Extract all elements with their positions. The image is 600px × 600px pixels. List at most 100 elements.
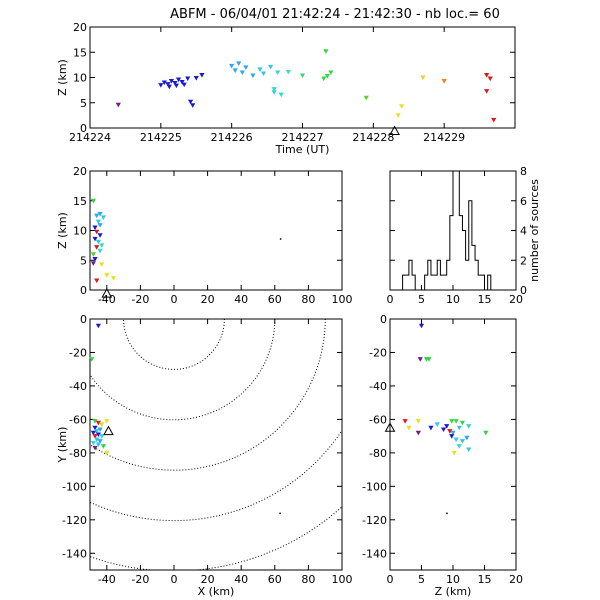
z_y-point: [434, 422, 440, 428]
x_z-xtick-label: 0: [171, 293, 178, 306]
x_y-xtick-label: 0: [171, 573, 178, 586]
time_z-point: [299, 73, 306, 79]
x_y-ytick-label: -40: [69, 380, 87, 393]
time_z-point: [271, 87, 277, 92]
x_y-point: [92, 419, 98, 424]
x_z-point: [99, 262, 105, 268]
z_y-point: [453, 419, 459, 424]
histogram-ytick-label: 8: [520, 165, 527, 178]
time_z-point: [275, 70, 281, 76]
x_y-point: [95, 432, 101, 438]
z_y-xtick-label: 20: [509, 573, 523, 586]
x_z-ytick-label: 20: [73, 165, 87, 178]
z_y-point: [418, 323, 425, 329]
x_y-ylabel: Y (km): [56, 427, 69, 464]
x_y-xtick-label: 80: [301, 573, 315, 586]
time_z-point: [395, 113, 401, 118]
histogram-xtick-label: 15: [478, 293, 492, 306]
x_z-point: [94, 278, 100, 284]
z_y-ytick-label: -40: [369, 380, 387, 393]
x_z-ytick-label: 10: [73, 225, 87, 238]
time_z-point: [260, 71, 267, 77]
time_z-point: [175, 77, 182, 83]
x_y-xlabel: X (km): [198, 585, 235, 598]
time_z-xtick-label: 214227: [282, 131, 324, 144]
time_z-point: [363, 95, 369, 101]
z_y-point: [440, 427, 447, 433]
x_z-point: [97, 211, 103, 217]
x_y-ytick-label: 0: [80, 313, 87, 326]
time_z-point: [321, 76, 327, 82]
x_z-point: [95, 219, 101, 225]
z_y-point: [447, 429, 453, 434]
time_z-point: [229, 63, 235, 69]
x_z-point: [92, 257, 98, 262]
time_z-point: [328, 70, 334, 76]
z_y-point: [446, 512, 448, 515]
x_y-xtick-label: 100: [332, 573, 353, 586]
time_z-xtick-label: 214229: [423, 131, 465, 144]
z_y-point: [459, 420, 466, 426]
time_z-point: [399, 104, 405, 109]
x_z-point: [104, 273, 110, 278]
time_z-point: [491, 117, 497, 123]
time_z-point: [166, 84, 172, 90]
x_z-xtick-label: -20: [131, 293, 149, 306]
x_y-point: [279, 512, 281, 515]
x_y-point: [99, 422, 105, 428]
z_y-ytick-label: -120: [362, 514, 387, 527]
z_y-ytick-label: -20: [369, 346, 387, 359]
time_z-point: [484, 89, 490, 94]
x_z-point: [94, 245, 100, 250]
z_y-point: [466, 424, 472, 429]
x_y-point: [94, 437, 100, 443]
time_z-point: [487, 76, 493, 82]
time_z-point: [187, 99, 194, 105]
x_z-point: [99, 243, 105, 248]
x_y-ytick-label: -80: [69, 447, 87, 460]
x_y-ytick-label: -100: [62, 480, 87, 493]
histogram-xtick-label: 0: [387, 293, 394, 306]
z_y-xtick-label: 0: [387, 573, 394, 586]
range-rings: [90, 319, 342, 570]
z_y-point: [415, 419, 421, 424]
z_y-point: [406, 425, 412, 431]
x_y-point: [94, 429, 100, 434]
x_z-point: [94, 229, 100, 235]
time_z-point: [190, 103, 196, 108]
x_z-point: [95, 239, 101, 245]
x_y-ytick-label: -60: [69, 413, 87, 426]
z_y-point: [450, 430, 456, 436]
range-ring: [90, 319, 326, 471]
z_y-xtick-label: 10: [446, 573, 460, 586]
x_y-point: [90, 440, 96, 446]
time_z-point: [250, 73, 256, 79]
z_y-point: [464, 435, 470, 441]
z_y-point: [456, 425, 462, 431]
time_z-point: [420, 75, 426, 81]
time_z-xlabel: Time (UT): [275, 143, 330, 156]
x_z-ytick-label: 0: [80, 284, 87, 297]
time_z-point: [181, 82, 187, 88]
x_z-point: [97, 233, 103, 238]
time_z-point: [172, 81, 178, 86]
x_y-point: [97, 439, 103, 444]
x_y-point: [100, 444, 107, 449]
histogram-ytick-label: 2: [520, 254, 527, 267]
z_y-point: [453, 437, 459, 443]
time_z-axes: [89, 26, 516, 129]
x_z-point: [90, 252, 96, 257]
z_y-ytick-label: -140: [362, 547, 387, 560]
x_z-point: [100, 215, 107, 221]
time_z-point: [278, 92, 284, 98]
time_z-point: [173, 83, 180, 89]
time_z-point: [285, 69, 291, 75]
histogram-xtick-label: 10: [446, 293, 460, 306]
x_y-xtick-label: 20: [201, 573, 215, 586]
z_y-ytick-label: -100: [362, 480, 387, 493]
z_y-point: [417, 357, 423, 362]
x_z-station-marker: [101, 288, 113, 298]
time_z-xtick-label: 214224: [69, 131, 111, 144]
x_y-point: [92, 425, 98, 431]
time_z-ytick-label: 20: [73, 21, 87, 34]
